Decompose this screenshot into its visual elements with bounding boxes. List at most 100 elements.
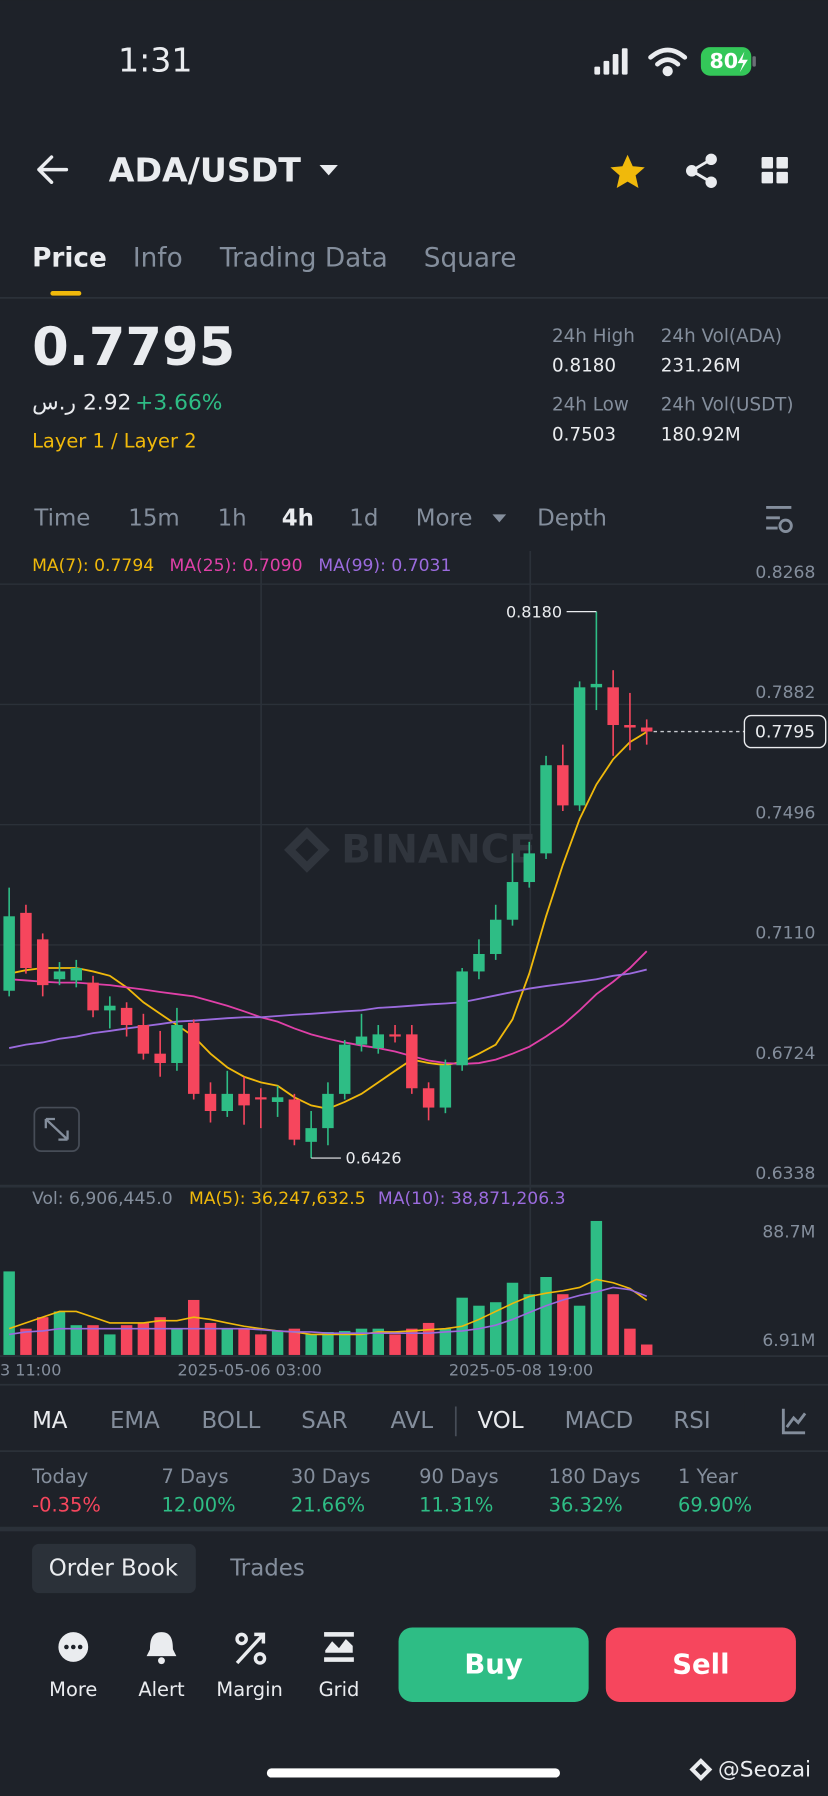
volume-bar <box>473 1305 485 1355</box>
stat-label: 24h Vol(ADA) <box>661 326 782 347</box>
sell-button[interactable] <box>605 1627 796 1702</box>
candle-body <box>255 1097 267 1100</box>
candle-body <box>439 1065 452 1108</box>
y-tick-label: 0.7110 <box>755 924 815 944</box>
back-button[interactable] <box>37 155 69 184</box>
alert-icon[interactable] <box>146 1632 177 1665</box>
chart-settings[interactable] <box>766 506 793 533</box>
tab[interactable]: Square <box>424 243 517 273</box>
indicator[interactable]: EMA <box>110 1408 160 1434</box>
buy-label[interactable]: Buy <box>464 1648 522 1680</box>
indicator[interactable]: VOL <box>478 1408 524 1434</box>
chart: 0.8268 0.7882 0.7496 0.7110 0.6724 0.6338 MA(7… <box>0 556 828 1355</box>
tab[interactable]: Price <box>32 243 107 273</box>
volume-bar <box>590 1220 603 1355</box>
legend-entry: MA(10): 38,871,206.3 <box>378 1189 566 1209</box>
volume-bar <box>523 1294 535 1355</box>
period-label: 30 Days <box>291 1465 370 1488</box>
candle-body <box>557 765 569 806</box>
volume-ma-line <box>8 1278 648 1336</box>
interval[interactable]: 1h <box>218 505 247 531</box>
sell-label[interactable]: Sell <box>672 1648 729 1680</box>
candle-body <box>624 725 636 728</box>
y-tick-label: 0.6724 <box>755 1044 815 1064</box>
interval[interactable]: More <box>416 505 473 531</box>
interval[interactable]: Depth <box>537 505 607 531</box>
last-price: 0.7795 <box>32 317 235 378</box>
pair-caret[interactable] <box>319 165 338 176</box>
action-label[interactable]: Alert <box>138 1678 185 1701</box>
volume-bar <box>305 1334 317 1355</box>
volume-bar <box>439 1328 452 1355</box>
tab[interactable]: Info <box>133 243 183 273</box>
candle-body <box>20 912 32 969</box>
indicator[interactable]: MA <box>32 1408 68 1434</box>
candle-body <box>640 727 653 732</box>
margin-icon[interactable] <box>235 1632 267 1665</box>
home-indicator <box>266 1768 561 1778</box>
interval[interactable]: Time <box>33 505 90 531</box>
candle-body <box>422 1088 435 1108</box>
volume-bar <box>87 1325 99 1355</box>
volume-bar <box>288 1328 301 1355</box>
action-label[interactable]: Margin <box>216 1678 282 1701</box>
grid-icon[interactable] <box>324 1632 354 1662</box>
book-tab[interactable]: Order Book <box>49 1556 179 1582</box>
more-icon[interactable] <box>58 1632 89 1662</box>
period-label: 1 Year <box>678 1465 738 1488</box>
volume-bar <box>36 1317 49 1355</box>
interval[interactable]: 15m <box>128 505 179 531</box>
stat-value: 231.26M <box>661 356 741 377</box>
section-band <box>0 1526 828 1532</box>
candle-body <box>590 683 603 688</box>
candle-body <box>338 1044 351 1094</box>
local-price: 2.92 ر.س <box>32 390 131 415</box>
volume-bar <box>271 1330 284 1355</box>
indicator[interactable]: RSI <box>673 1408 710 1434</box>
indicator-settings[interactable] <box>781 1408 807 1435</box>
candle-body <box>573 687 586 806</box>
tab[interactable]: Trading Data <box>219 243 388 273</box>
buy-button[interactable] <box>398 1627 589 1702</box>
indicator[interactable]: MACD <box>565 1408 634 1434</box>
candle-body <box>137 1025 150 1054</box>
volume-bar <box>389 1334 401 1355</box>
sector-tags[interactable]: Layer 1 / Layer 2 <box>32 430 197 453</box>
candle-body <box>221 1093 233 1111</box>
battery-level: 80 <box>709 49 738 73</box>
candle-body <box>322 1093 334 1129</box>
indicator[interactable]: SAR <box>301 1408 348 1434</box>
share-button[interactable] <box>685 153 717 188</box>
book-tab[interactable]: Trades <box>229 1556 305 1582</box>
candle-body <box>154 1053 166 1064</box>
favorite-star[interactable] <box>610 154 645 188</box>
charging-icon <box>737 51 748 73</box>
watermark: BINANCE <box>341 828 536 873</box>
stat-label: 24h High <box>552 326 635 347</box>
period-change: -0.35% <box>32 1494 101 1517</box>
fullscreen-button[interactable] <box>33 1106 80 1152</box>
indicator[interactable]: BOLL <box>202 1408 261 1434</box>
action-label[interactable]: More <box>49 1678 97 1701</box>
credit: @Seozai <box>718 1758 811 1783</box>
stat-value: 0.7503 <box>552 424 616 445</box>
candle-body <box>70 968 82 981</box>
more-caret[interactable] <box>492 514 507 523</box>
volume-bar <box>204 1322 217 1355</box>
volume-bar <box>255 1334 267 1355</box>
period-label: 90 Days <box>419 1465 498 1488</box>
interval[interactable]: 4h <box>282 505 314 531</box>
candle-body <box>53 971 66 980</box>
y-tick-label: 0.8268 <box>755 563 815 583</box>
candle-body <box>204 1093 217 1111</box>
indicator[interactable]: AVL <box>391 1408 434 1434</box>
layout-button[interactable] <box>761 157 788 184</box>
volume-bar <box>557 1294 569 1355</box>
pair-title[interactable]: ADA/USDT <box>109 150 302 189</box>
y-tick-label: 0.7496 <box>755 803 815 823</box>
candle-body <box>456 971 468 1066</box>
candle-body <box>87 982 99 1011</box>
interval[interactable]: 1d <box>349 505 378 531</box>
volume-bar <box>489 1302 502 1355</box>
action-label[interactable]: Grid <box>319 1678 360 1701</box>
